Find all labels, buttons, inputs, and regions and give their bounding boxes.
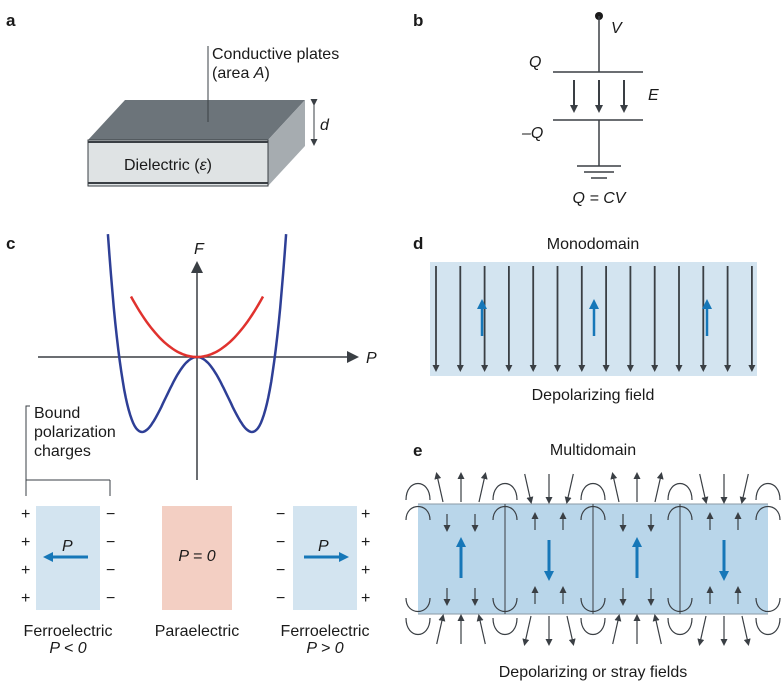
panel-a: a Conductive plates (area A) Dielectric … (6, 11, 339, 187)
minus-sign: − (276, 506, 285, 523)
stray-field-line (434, 472, 444, 503)
panel-e: e Multidomain Depolarizing or stray fiel… (405, 441, 781, 681)
stray-field-line (612, 614, 622, 645)
stray-field-line (739, 473, 749, 504)
paraelectric-energy-curve (129, 295, 265, 359)
stray-field-line (610, 472, 620, 503)
f-axis-label: F (194, 241, 205, 258)
stray-fields-caption: Depolarizing or stray fields (499, 664, 688, 681)
caption-ferro-positive-1: Ferroelectric (281, 623, 370, 640)
depolarizing-field-lines (432, 266, 756, 372)
bound-label-3: charges (34, 443, 91, 460)
stray-field-line (405, 617, 431, 635)
stray-field-line (405, 505, 431, 521)
minus-sign: − (106, 534, 115, 551)
monodomain-title: Monodomain (547, 236, 640, 253)
panel-c: c F P Bound polarization charges P + + +… (6, 234, 377, 657)
p-axis-label: P (366, 350, 377, 367)
plus-sign: + (21, 534, 30, 551)
stray-field-lines (405, 472, 781, 646)
stray-field-line (654, 472, 664, 503)
panel-b: b V Q –Q E Q = CV (413, 11, 659, 207)
minus-sign: − (276, 562, 285, 579)
depolarizing-field-caption: Depolarizing field (532, 387, 655, 404)
stray-field-line (566, 615, 576, 646)
p-label-right: P (318, 538, 329, 555)
minus-sign: − (106, 506, 115, 523)
stray-field-line (667, 597, 693, 613)
thickness-label: d (320, 117, 330, 134)
dielectric-label: Dielectric (ε) (124, 157, 212, 174)
plus-sign: + (361, 506, 370, 523)
minus-sign: − (276, 534, 285, 551)
stray-field-line (755, 597, 781, 613)
stray-field-line (564, 473, 574, 504)
stray-field-line (405, 597, 431, 613)
charge-bottom-label: –Q (521, 125, 543, 142)
plus-sign: + (21, 506, 30, 523)
stray-field-line (699, 473, 709, 504)
stray-field-line (492, 505, 518, 521)
bound-label-2: polarization (34, 424, 116, 441)
top-plate (88, 100, 305, 140)
stray-field-line (755, 617, 781, 635)
panel-b-letter: b (413, 11, 423, 30)
stray-field-line (405, 483, 431, 501)
stray-field-line (697, 615, 707, 646)
stray-field-line (476, 614, 486, 645)
plates-label-1: Conductive plates (212, 46, 339, 63)
plates-label-2: (area A) (212, 65, 270, 82)
capacitance-equation: Q = CV (573, 190, 627, 207)
voltage-label: V (611, 20, 623, 37)
bound-label-1: Bound (34, 405, 80, 422)
stray-field-line (667, 505, 693, 521)
stray-field-line (524, 473, 534, 504)
plus-sign: + (21, 590, 30, 607)
paraelectric-box (162, 506, 232, 610)
multidomain-title: Multidomain (550, 442, 636, 459)
caption-ferro-negative-1: Ferroelectric (24, 623, 113, 640)
stray-field-line (522, 615, 532, 646)
p-label-left: P (62, 538, 73, 555)
side-face (268, 100, 305, 186)
stray-field-line (478, 472, 488, 503)
charge-top-label: Q (529, 54, 541, 71)
minus-sign: − (276, 590, 285, 607)
stray-field-line (492, 617, 518, 635)
minus-sign: − (106, 590, 115, 607)
plus-sign: + (361, 562, 370, 579)
stray-field-line (580, 505, 606, 521)
dielectric-front (87, 139, 269, 187)
minus-sign: − (106, 562, 115, 579)
plus-sign: + (361, 590, 370, 607)
stray-field-line (652, 614, 662, 645)
panel-d: d Monodomain Depolarizing field (413, 234, 757, 404)
plus-sign: + (21, 562, 30, 579)
plus-sign: + (361, 534, 370, 551)
stray-field-line (667, 617, 693, 635)
caption-paraelectric: Paraelectric (155, 623, 239, 640)
p-zero-label: P = 0 (178, 548, 215, 565)
stray-field-line (580, 483, 606, 501)
stray-field-line (755, 505, 781, 521)
panel-d-letter: d (413, 234, 423, 253)
stray-field-line (492, 597, 518, 613)
stray-field-line (492, 483, 518, 501)
caption-ferro-negative-2: P < 0 (49, 640, 86, 657)
panel-a-letter: a (6, 11, 16, 30)
caption-ferro-positive-2: P > 0 (306, 640, 343, 657)
panel-c-letter: c (6, 234, 15, 253)
stray-field-line (436, 614, 446, 645)
field-label: E (648, 87, 659, 104)
stray-field-line (580, 597, 606, 613)
stray-field-line (580, 617, 606, 635)
panel-e-letter: e (413, 441, 422, 460)
stray-field-line (741, 615, 751, 646)
stray-field-line (755, 483, 781, 501)
stray-field-line (667, 483, 693, 501)
bound-bracket (25, 405, 30, 496)
